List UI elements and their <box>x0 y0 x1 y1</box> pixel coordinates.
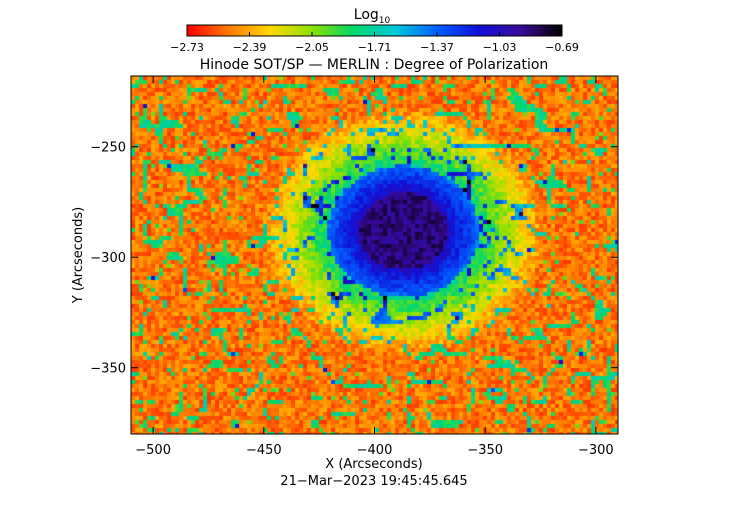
chart-title: Hinode SOT/SP — MERLIN : Degree of Polar… <box>200 57 549 73</box>
colorbar-label: Log10 <box>354 7 391 26</box>
x-tick-label: −500 <box>135 443 171 458</box>
x-axis-label: X (Arcseconds) <box>325 457 422 472</box>
y-tick-label: −250 <box>90 141 126 156</box>
colorbar-tick-label: −1.37 <box>420 41 454 54</box>
colorbar-tick-label: −1.71 <box>358 41 392 54</box>
y-tick-label: −350 <box>90 362 126 377</box>
colorbar-ticks: −2.73 −2.39 −2.05 −1.71 −1.37 −1.03 −0.69 <box>170 32 579 54</box>
polarization-heatmap <box>131 76 618 434</box>
timestamp: 21−Mar−2023 19:45:45.645 <box>280 474 467 489</box>
heatmap-image <box>131 76 618 434</box>
colorbar-tick-label: −1.03 <box>483 41 517 54</box>
colorbar: Log10 −2.73 −2.39 −2.05 −1.71 −1.37 −1.03 −0.6… <box>170 7 579 54</box>
colorbar-tick-label: −2.39 <box>233 41 267 54</box>
x-tick-label: −300 <box>578 443 614 458</box>
colorbar-tick-label: −0.69 <box>545 41 579 54</box>
y-tick-label: −300 <box>90 251 126 266</box>
x-tick-label: −350 <box>467 443 503 458</box>
axis-ticks: −500 −450 −400 −350 −300 −250 −300 −350 <box>90 76 618 458</box>
x-tick-label: −450 <box>246 443 282 458</box>
colorbar-tick-label: −2.05 <box>295 41 329 54</box>
x-tick-label: −400 <box>357 443 393 458</box>
plot-area: −500 −450 −400 −350 −300 −250 −300 −350 <box>90 75 619 458</box>
y-axis-label: Y (Arcseconds) <box>71 207 86 304</box>
colorbar-tick-label: −2.73 <box>170 41 204 54</box>
